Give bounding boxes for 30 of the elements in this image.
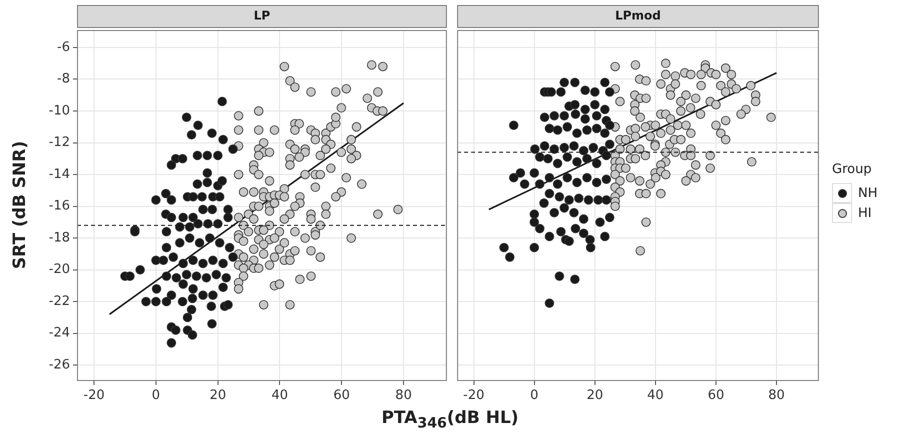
x-tick-label: 80: [768, 388, 785, 404]
legend-label: HI: [858, 206, 872, 220]
legend-title: Group: [832, 162, 873, 177]
x-axis-title: PTA$_{346}$(dB HL): [380, 408, 520, 432]
x-tick-label: 60: [708, 388, 724, 404]
y-tick-label: -20: [48, 262, 70, 278]
y-tick-label: -18: [48, 230, 70, 246]
y-tick-label: -10: [48, 103, 70, 118]
y-tick-label: -8: [57, 72, 70, 87]
chart-title: LPmod: [615, 8, 661, 23]
y-tick-label: -22: [48, 294, 70, 309]
x-tick-label: 40: [647, 388, 664, 404]
x-tick-label: 40: [271, 388, 288, 404]
y-tick-label: -14: [48, 166, 70, 182]
y-tick-label: -26: [48, 357, 70, 372]
x-tick-label: -20: [463, 388, 484, 404]
x-tick-label: 20: [210, 388, 226, 404]
y-tick-label: -16: [48, 198, 70, 214]
y-tick-label: -12: [48, 135, 70, 150]
chart-title: LP: [254, 8, 270, 23]
x-tick-label: 20: [586, 388, 604, 404]
x-tick-label: -20: [83, 388, 105, 404]
x-tick-label: 0: [152, 388, 160, 404]
x-tick-label: 0: [530, 388, 538, 404]
x-tick-label: 60: [333, 388, 350, 404]
x-tick-label: 80: [395, 388, 412, 404]
legend-label: NH: [858, 186, 878, 200]
y-tick-label: -6: [57, 40, 70, 55]
y-tick-label: -24: [48, 326, 70, 341]
y-axis-title: SRT (dB SNR): [10, 140, 30, 272]
